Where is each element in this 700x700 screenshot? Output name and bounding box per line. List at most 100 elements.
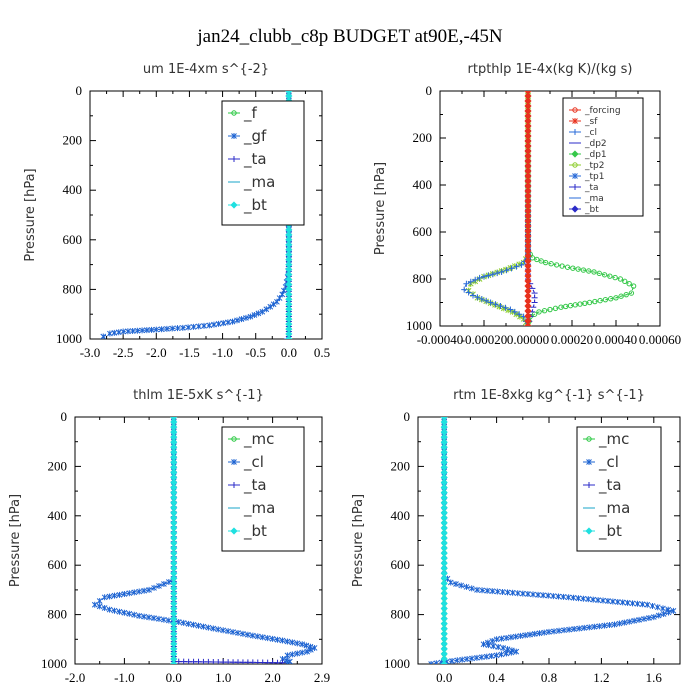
data-point — [541, 308, 548, 314]
legend-marker — [572, 184, 578, 190]
data-point — [624, 599, 631, 606]
data-point — [470, 292, 476, 299]
y-tick-label: 0 — [76, 83, 83, 98]
data-point — [215, 626, 222, 633]
data-point — [612, 274, 618, 281]
data-point — [649, 602, 656, 609]
data-point — [550, 593, 557, 600]
data-point — [565, 594, 572, 601]
data-point — [476, 274, 483, 281]
data-point — [498, 635, 505, 642]
data-point — [166, 578, 172, 585]
data-point — [240, 630, 246, 637]
data-point — [483, 653, 490, 660]
data-point — [517, 632, 524, 639]
data-point — [463, 583, 470, 590]
y-tick-label: 200 — [391, 458, 411, 473]
data-point — [474, 654, 480, 661]
data-point — [525, 93, 531, 99]
data-point — [525, 108, 531, 114]
legend: _forcing_sf_cl_dp2_dp1_tp2_tp1_ta_ma_bt — [562, 97, 644, 217]
data-point — [498, 651, 505, 658]
y-axis-label: Pressure [hPa] — [23, 168, 38, 261]
y-tick-label: 0 — [404, 409, 411, 424]
data-point — [525, 153, 531, 159]
data-point — [111, 329, 118, 336]
data-point — [299, 649, 306, 656]
data-point — [525, 313, 531, 319]
data-point — [508, 634, 514, 641]
x-tick-label: -0.00020 — [461, 332, 508, 347]
legend-entry: _bt — [243, 196, 267, 215]
data-point — [111, 607, 118, 614]
x-tick-label: 1.2 — [593, 670, 609, 685]
data-point — [576, 625, 583, 632]
data-point — [294, 640, 301, 647]
x-tick-label: -1.5 — [179, 345, 200, 360]
legend-marker — [231, 156, 237, 162]
data-point — [478, 295, 485, 302]
data-point — [489, 271, 496, 278]
data-point — [525, 133, 531, 139]
data-point — [494, 270, 501, 277]
y-tick-label: 200 — [413, 130, 433, 145]
data-point — [492, 301, 498, 308]
data-point — [120, 328, 126, 335]
data-point — [153, 326, 160, 333]
data-point — [201, 322, 207, 329]
data-point — [499, 588, 506, 595]
legend-marker — [571, 205, 579, 213]
x-tick-label: -3.0 — [80, 345, 101, 360]
legend-entry: _tp2 — [584, 161, 604, 171]
data-point — [525, 203, 531, 209]
data-point — [247, 313, 254, 320]
data-point — [555, 593, 562, 600]
data-point — [596, 623, 603, 630]
data-point — [151, 584, 157, 591]
y-tick-label: 200 — [48, 458, 68, 473]
data-point — [220, 627, 227, 634]
series-group — [428, 417, 677, 664]
series-group — [461, 91, 637, 326]
data-point — [131, 611, 138, 618]
x-tick-label: 0.5 — [314, 345, 330, 360]
data-point — [195, 323, 202, 330]
data-point — [525, 113, 531, 119]
data-point — [519, 590, 526, 597]
data-point — [575, 266, 581, 272]
data-point — [283, 336, 290, 339]
data-point — [560, 593, 567, 600]
data-point — [545, 592, 552, 599]
data-point — [525, 143, 531, 149]
data-point — [542, 259, 549, 266]
data-point — [148, 326, 155, 333]
data-point — [525, 591, 531, 598]
data-point — [525, 128, 531, 134]
data-point — [525, 233, 531, 239]
data-point — [525, 123, 531, 129]
data-point — [566, 626, 573, 633]
data-point — [497, 303, 504, 310]
data-point — [279, 659, 286, 664]
y-tick-label: 1000 — [56, 331, 82, 346]
data-point — [243, 314, 249, 321]
data-point — [115, 329, 122, 336]
data-point — [493, 652, 500, 659]
data-point — [141, 587, 148, 594]
data-point — [304, 648, 311, 655]
data-point — [493, 636, 500, 643]
data-point — [646, 614, 652, 621]
data-point — [536, 630, 543, 637]
y-tick-label: 0 — [61, 409, 68, 424]
data-point — [100, 333, 107, 339]
subplot-title: um 1E-4xm s^{-2} — [143, 62, 269, 77]
data-point — [179, 324, 186, 331]
data-point — [571, 626, 578, 633]
legend-entry: _bt — [243, 522, 267, 541]
data-point — [525, 283, 531, 289]
data-point — [564, 264, 571, 270]
data-point — [116, 608, 123, 615]
data-point — [276, 295, 283, 302]
series-line-tp2 — [467, 91, 529, 326]
data-point — [303, 642, 310, 649]
